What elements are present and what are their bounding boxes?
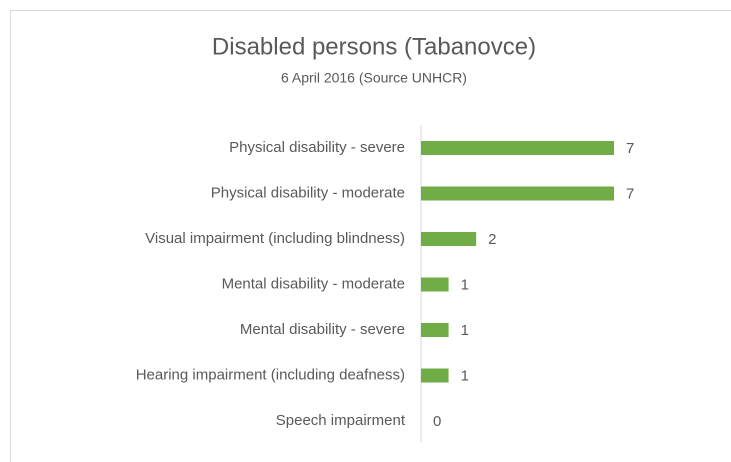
chart-frame (10, 10, 731, 462)
data-label: 7 (626, 185, 634, 202)
y-tick-label: Physical disability - severe (229, 139, 405, 156)
bar (421, 368, 449, 383)
y-tick-label: Physical disability - moderate (211, 184, 405, 201)
y-tick-label: Mental disability - severe (240, 321, 405, 338)
data-label: 1 (461, 322, 469, 339)
data-label: 2 (488, 231, 496, 248)
bar (421, 186, 614, 201)
bar (421, 323, 449, 337)
bar (421, 141, 614, 155)
bar (421, 277, 449, 292)
y-tick-label: Speech impairment (276, 412, 406, 429)
data-label: 1 (461, 276, 469, 293)
data-label: 7 (626, 140, 634, 157)
y-tick-label: Visual impairment (including blindness) (145, 230, 405, 247)
chart-title: Disabled persons (Tabanovce) (212, 33, 536, 60)
y-tick-label: Hearing impairment (including deafness) (136, 366, 405, 383)
data-label: 0 (433, 413, 441, 430)
y-tick-label: Mental disability - moderate (222, 275, 405, 292)
data-label: 1 (461, 367, 469, 384)
bar (421, 232, 477, 246)
chart-subtitle: 6 April 2016 (Source UNHCR) (281, 70, 467, 86)
